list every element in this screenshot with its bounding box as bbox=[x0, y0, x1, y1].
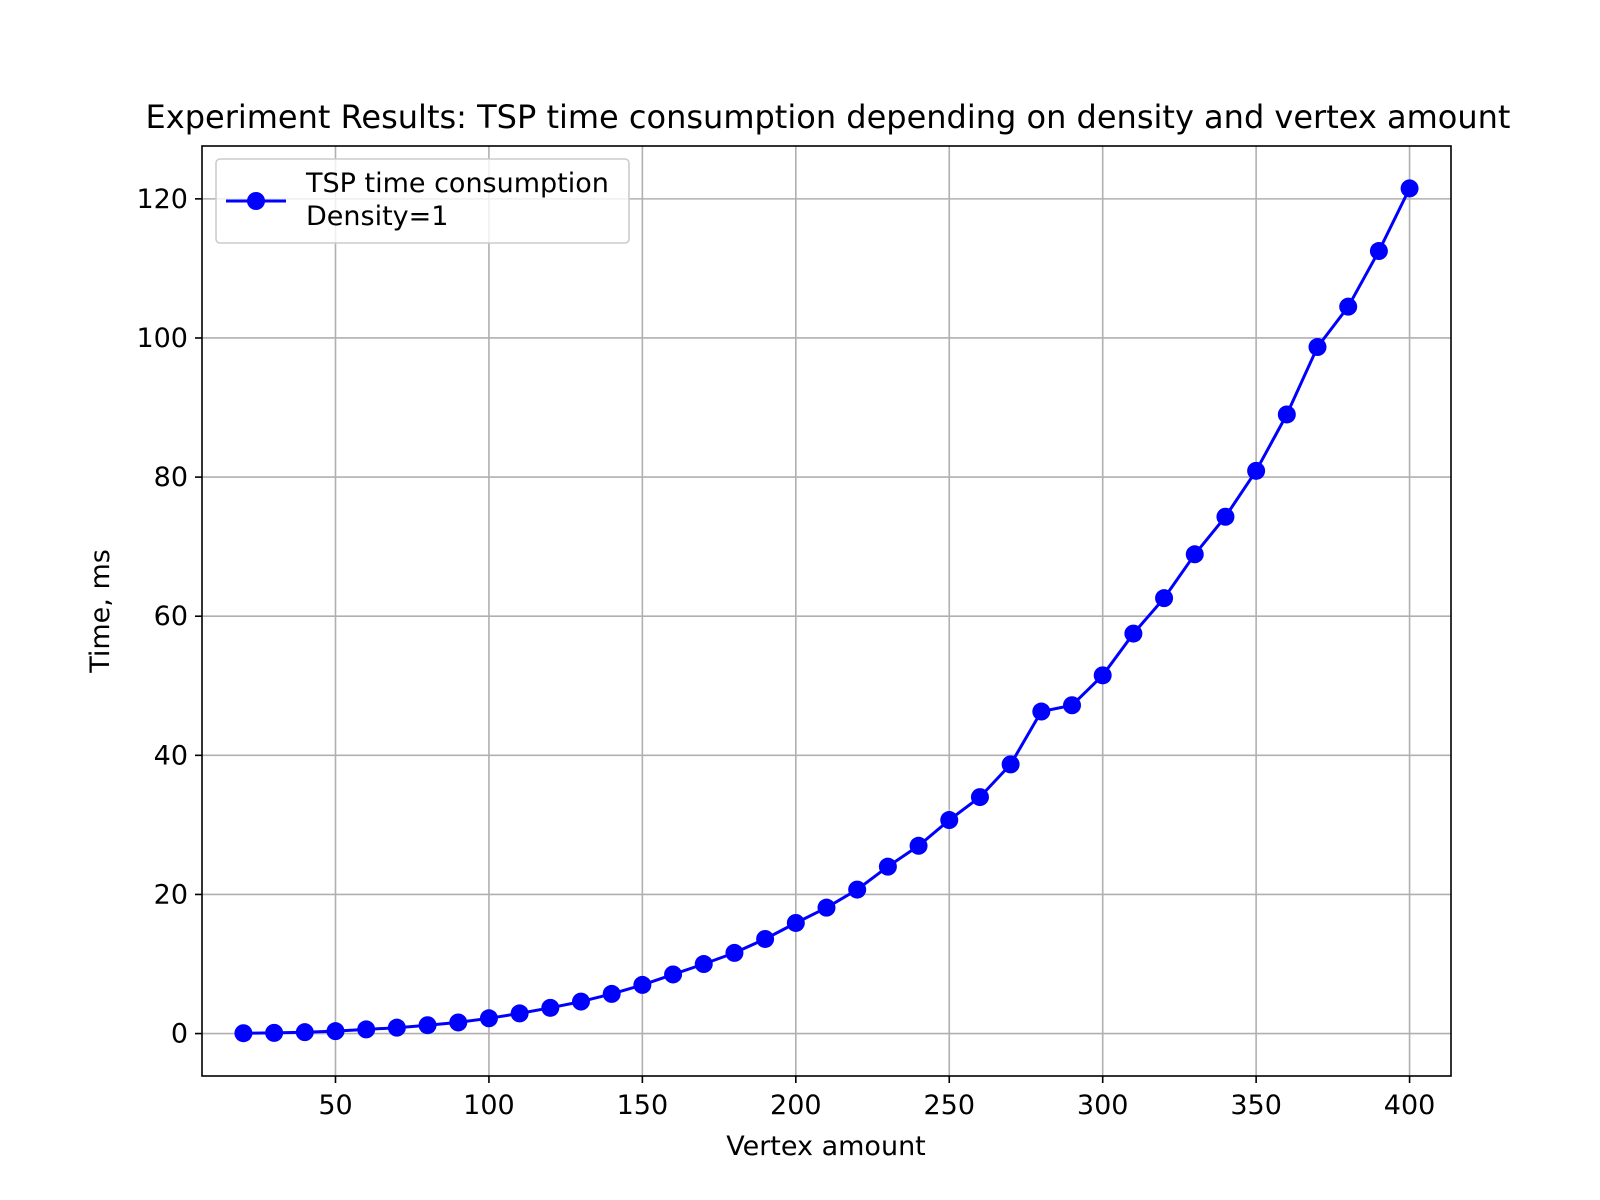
data-point bbox=[1124, 624, 1143, 643]
y-tick-label: 0 bbox=[171, 1019, 188, 1050]
chart-title: Experiment Results: TSP time consumption… bbox=[146, 98, 1511, 136]
data-point bbox=[878, 857, 897, 876]
data-point bbox=[1093, 666, 1112, 685]
x-tick-label: 400 bbox=[1384, 1090, 1436, 1121]
data-point bbox=[1247, 461, 1266, 480]
y-tick-label: 100 bbox=[136, 323, 188, 354]
data-point bbox=[817, 898, 836, 917]
data-point bbox=[265, 1023, 284, 1042]
data-point bbox=[418, 1016, 437, 1035]
data-point bbox=[602, 984, 621, 1003]
data-point bbox=[295, 1023, 314, 1042]
data-point bbox=[387, 1018, 406, 1037]
y-tick-label: 20 bbox=[154, 879, 188, 910]
data-point bbox=[1216, 507, 1235, 526]
x-tick-label: 100 bbox=[463, 1090, 515, 1121]
data-point bbox=[725, 943, 744, 962]
legend-box bbox=[215, 158, 630, 244]
data-point bbox=[1032, 702, 1051, 721]
y-tick-label: 120 bbox=[136, 184, 188, 215]
data-point bbox=[909, 836, 928, 855]
x-tick-label: 50 bbox=[318, 1090, 352, 1121]
data-point bbox=[1400, 179, 1419, 198]
data-point bbox=[756, 929, 775, 948]
data-point bbox=[1063, 696, 1082, 715]
data-point bbox=[940, 811, 959, 830]
data-point bbox=[694, 955, 713, 974]
data-point bbox=[510, 1004, 529, 1023]
legend: TSP time consumption Density=1 bbox=[215, 158, 630, 244]
data-point bbox=[1001, 755, 1020, 774]
data-point bbox=[848, 880, 867, 899]
legend-label-line-1: TSP time consumption bbox=[305, 168, 609, 199]
y-axis-label: Time, ms bbox=[85, 549, 116, 674]
data-point bbox=[786, 913, 805, 932]
x-tick-label: 250 bbox=[923, 1090, 975, 1121]
series-layer bbox=[234, 179, 1419, 1043]
axis-ticks: 50 100 150 200 250 300 350 400 0 20 40 60 80 100 120 bbox=[136, 184, 1435, 1121]
data-point bbox=[541, 998, 560, 1017]
data-point bbox=[571, 992, 590, 1011]
data-point bbox=[479, 1009, 498, 1028]
data-point bbox=[326, 1022, 345, 1041]
data-point bbox=[1339, 297, 1358, 316]
x-tick-label: 300 bbox=[1077, 1090, 1129, 1121]
data-point bbox=[1185, 545, 1204, 564]
data-point bbox=[1308, 338, 1327, 357]
x-tick-label: 200 bbox=[770, 1090, 822, 1121]
legend-marker bbox=[247, 192, 265, 210]
data-point bbox=[1277, 405, 1296, 424]
y-tick-label: 60 bbox=[154, 601, 188, 632]
data-point bbox=[970, 788, 989, 807]
x-tick-label: 350 bbox=[1230, 1090, 1282, 1121]
data-point bbox=[1369, 242, 1388, 261]
y-tick-label: 80 bbox=[154, 462, 188, 493]
x-axis-label: Vertex amount bbox=[726, 1131, 926, 1162]
data-point bbox=[664, 965, 683, 984]
data-point bbox=[449, 1013, 468, 1032]
plot-frame bbox=[201, 145, 1452, 1077]
grid bbox=[202, 146, 1451, 1076]
data-point bbox=[1155, 589, 1174, 608]
data-point bbox=[633, 975, 652, 994]
y-tick-label: 40 bbox=[154, 740, 188, 771]
data-point bbox=[234, 1024, 253, 1043]
x-tick-label: 150 bbox=[617, 1090, 669, 1121]
legend-label-line-2: Density=1 bbox=[306, 201, 448, 232]
data-point bbox=[357, 1020, 376, 1039]
